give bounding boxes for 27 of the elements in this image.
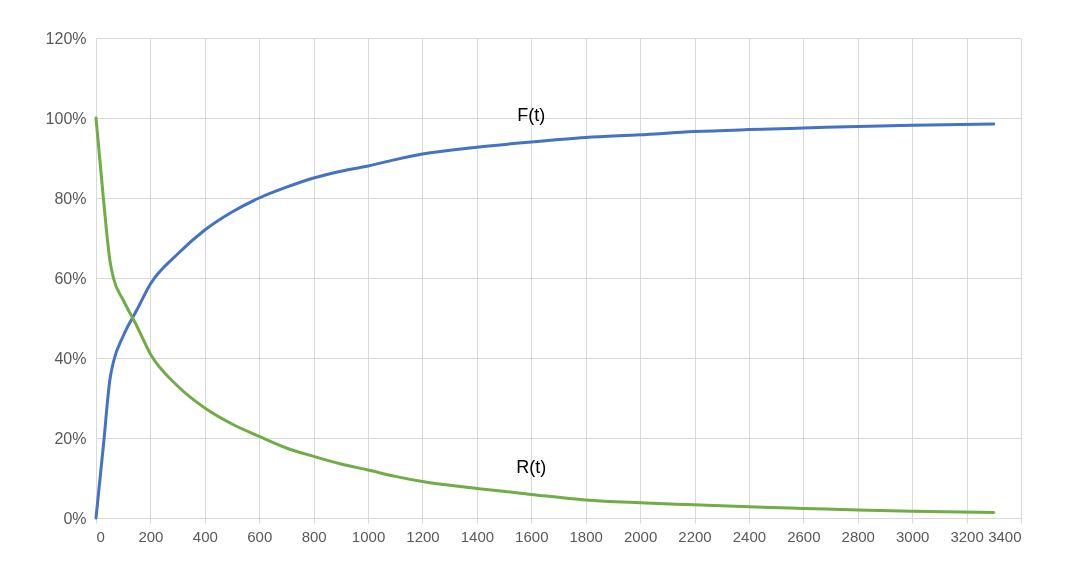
x-tick-label: 2200 [678,527,712,545]
y-tick-label: 20% [54,429,87,447]
y-tick-label: 60% [54,269,87,287]
x-tick-label: 2000 [623,527,658,545]
y-tick-label: 0% [63,509,87,527]
x-tick-label: 1600 [515,527,549,545]
x-tick-label: 400 [192,527,218,545]
x-tick-label: 0 [96,527,105,545]
x-tick-label: 200 [138,527,164,545]
y-tick-label: 80% [54,189,87,207]
x-tick-label: 1800 [569,527,603,545]
x-tick-label: 3000 [895,527,930,545]
x-tick-label: 3400 [988,527,1022,545]
x-tick-label: 800 [301,527,327,545]
x-tick-label: 600 [247,527,273,545]
y-tick-label: 40% [54,349,87,367]
x-tick-label: 3200 [950,527,984,545]
x-tick-label: 2800 [841,527,875,545]
x-tick-label: 1400 [460,527,495,545]
y-tick-label: 120% [45,29,87,47]
series-label: R(t) [516,457,547,478]
series-label: F(t) [517,105,546,125]
x-tick-label: 1200 [406,527,440,545]
x-tick-label: 2400 [732,527,767,545]
y-tick-label: 100% [45,109,87,127]
x-tick-label: 2600 [787,527,821,545]
x-tick-label: 1000 [351,527,386,545]
